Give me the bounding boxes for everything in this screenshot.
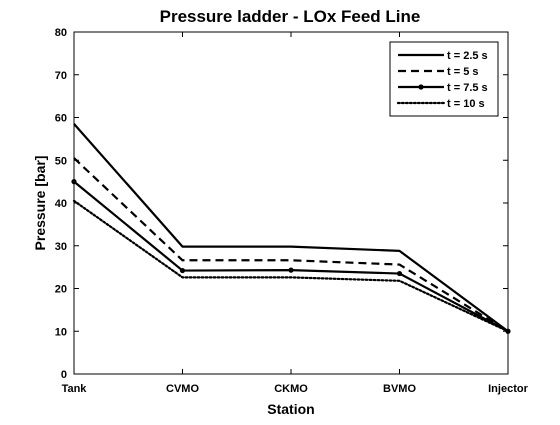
y-tick-label: 40 [55,198,67,210]
y-axis-label: Pressure [bar] [32,156,48,251]
data-point [397,271,402,276]
legend-label-3: t = 10 s [447,98,485,110]
data-point [180,268,185,273]
x-tick-label: CVMO [166,383,199,395]
y-tick-label: 50 [55,155,67,167]
x-axis-label: Station [267,401,314,417]
y-tick-label: 10 [55,326,67,338]
x-tick-label: CKMO [274,383,308,395]
y-tick-label: 80 [55,27,67,39]
x-tick-label: Injector [488,383,528,395]
y-tick-label: 60 [55,113,67,125]
y-tick-label: 30 [55,241,67,253]
data-point [71,179,76,184]
legend-label-2: t = 7.5 s [447,82,488,94]
data-point [288,268,293,273]
chart-title: Pressure ladder - LOx Feed Line [160,7,421,26]
legend: t = 2.5 s t = 5 s t = 7.5 s t = 10 s [390,42,498,116]
legend-label-1: t = 5 s [447,66,479,78]
legend-label-0: t = 2.5 s [447,50,488,62]
y-tick-label: 0 [61,369,67,381]
y-tick-label: 70 [55,70,67,82]
x-tick-label: Tank [62,383,88,395]
x-tick-label: BVMO [383,383,416,395]
y-tick-label: 20 [55,284,67,296]
legend-marker-2 [418,84,423,89]
